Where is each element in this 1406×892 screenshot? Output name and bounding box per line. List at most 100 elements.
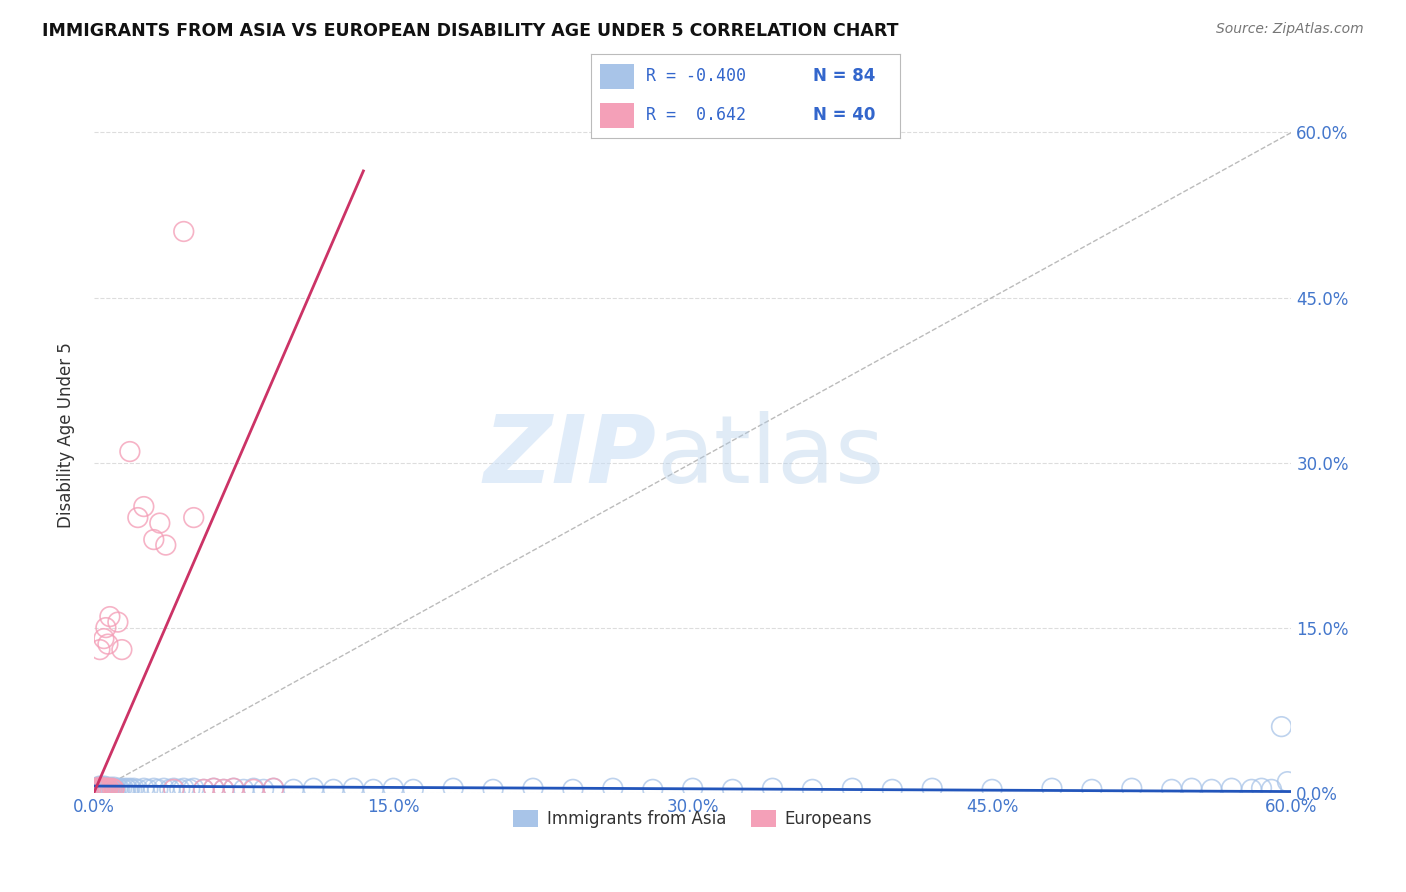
Point (98, 780, 121, 794)
Point (103, 782, 125, 797)
Point (87, 780, 110, 794)
Point (142, 533, 165, 547)
Point (107, 615, 129, 629)
Point (115, 781, 138, 796)
Point (761, 781, 783, 796)
Point (101, 781, 124, 796)
Point (202, 781, 225, 796)
Text: atlas: atlas (657, 410, 884, 502)
Point (242, 781, 264, 796)
Point (142, 781, 165, 796)
Point (232, 782, 254, 797)
Point (152, 781, 174, 796)
Point (721, 782, 744, 797)
Point (84, 782, 107, 797)
Point (1270, 720, 1292, 734)
Point (93, 779, 115, 793)
Point (1160, 782, 1182, 797)
Point (212, 782, 235, 797)
Legend: Immigrants from Asia, Europeans: Immigrants from Asia, Europeans (506, 803, 879, 834)
Point (103, 782, 125, 797)
Point (841, 781, 863, 796)
Point (641, 782, 664, 797)
Point (97, 781, 120, 796)
Point (89, 642, 111, 657)
Point (682, 781, 704, 796)
Point (1040, 781, 1063, 796)
Text: IMMIGRANTS FROM ASIA VS EUROPEAN DISABILITY AGE UNDER 5 CORRELATION CHART: IMMIGRANTS FROM ASIA VS EUROPEAN DISABIL… (42, 22, 898, 40)
Point (921, 781, 943, 796)
Point (561, 782, 583, 797)
Point (87, 782, 110, 797)
Text: N = 84: N = 84 (813, 68, 876, 86)
Point (94, 782, 117, 797)
Point (87, 782, 110, 797)
Point (482, 782, 505, 797)
Point (107, 781, 129, 796)
Point (1081, 782, 1104, 797)
Point (1181, 781, 1204, 796)
Point (981, 782, 1004, 797)
Point (93, 781, 115, 796)
Point (121, 782, 143, 797)
Point (122, 781, 145, 796)
Point (127, 510, 149, 524)
Point (112, 782, 135, 797)
Point (263, 781, 285, 796)
Point (382, 781, 405, 796)
Point (93, 782, 115, 797)
Point (173, 225, 195, 239)
Text: N = 40: N = 40 (813, 106, 876, 124)
Point (163, 782, 186, 797)
Point (90, 781, 112, 796)
Point (132, 500, 155, 514)
Point (1220, 781, 1243, 796)
Point (163, 781, 186, 796)
Point (146, 782, 169, 797)
Point (101, 782, 124, 797)
Point (97, 637, 120, 651)
Point (159, 782, 181, 797)
Point (322, 782, 344, 797)
Point (93, 782, 115, 797)
Point (169, 782, 191, 797)
Point (183, 510, 205, 524)
Point (1121, 781, 1143, 796)
Point (89, 782, 111, 797)
Point (101, 781, 124, 796)
Point (193, 782, 215, 797)
Y-axis label: Disability Age Under 5: Disability Age Under 5 (58, 343, 75, 528)
Point (104, 782, 127, 797)
Point (363, 782, 385, 797)
Point (801, 782, 824, 797)
Text: ZIP: ZIP (484, 410, 657, 502)
Point (93, 632, 115, 646)
Point (242, 782, 264, 797)
Point (89, 779, 111, 793)
Point (283, 782, 305, 797)
Bar (600, 103, 634, 128)
Point (103, 782, 125, 797)
Text: Source: ZipAtlas.com: Source: ZipAtlas.com (1216, 22, 1364, 37)
Point (87, 781, 110, 796)
Point (882, 782, 904, 797)
Point (212, 782, 235, 797)
Point (97, 781, 120, 796)
Point (222, 781, 245, 796)
Point (89, 780, 111, 794)
Bar (600, 63, 634, 89)
Point (252, 782, 274, 797)
Text: R =  0.642: R = 0.642 (647, 106, 747, 124)
Point (1240, 782, 1263, 797)
Point (97, 782, 120, 797)
Point (155, 538, 177, 552)
Point (98, 782, 121, 797)
Point (90, 780, 112, 794)
Point (149, 516, 172, 530)
Point (132, 781, 155, 796)
Point (97, 781, 120, 796)
Point (183, 781, 205, 796)
Point (90, 782, 112, 797)
Point (111, 642, 134, 657)
Point (84, 781, 107, 796)
